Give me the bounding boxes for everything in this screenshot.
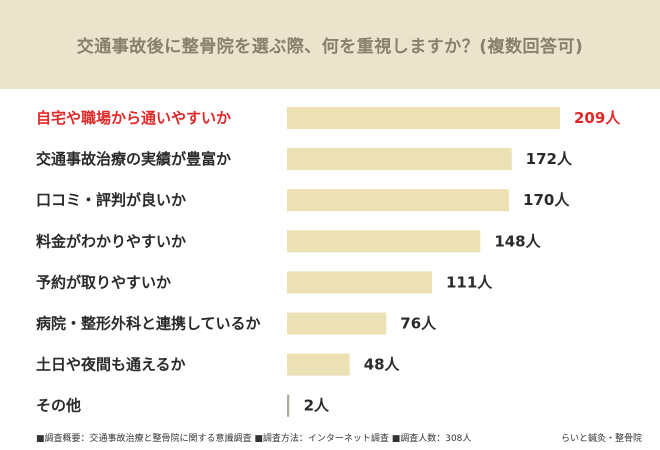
survey-note: ■調査概要：交通事故治療と整骨院に関する意識調査 ■調査方法：インターネット調査… (36, 434, 472, 444)
category-label: 料金がわかりやすいか (36, 232, 186, 250)
value-label: 48人 (364, 356, 401, 374)
bar (287, 230, 481, 253)
value-label: 170人 (523, 191, 570, 209)
category-label: 交通事故治療の実績が豊富か (36, 150, 231, 168)
bar (287, 353, 350, 376)
category-label: 病院・整形外科と連携しているか (36, 315, 261, 333)
category-label: 口コミ・評判が良いか (36, 191, 186, 209)
value-label: 209人 (574, 109, 621, 127)
value-label: 172人 (526, 150, 573, 168)
value-label: 111人 (446, 273, 493, 291)
category-label: 予約が取りやすいか (36, 273, 171, 291)
category-label: その他 (36, 397, 81, 415)
value-label: 148人 (494, 232, 541, 250)
value-label: 76人 (400, 315, 437, 333)
bar (287, 148, 512, 171)
bar (287, 107, 560, 129)
category-label: 自宅や職場から通いやすいか (36, 109, 231, 127)
bar (287, 312, 387, 335)
chart-title: 交通事故後に整骨院を選ぶ際、何を重視しますか？(複数回答可) (76, 37, 584, 57)
bar (287, 189, 510, 212)
baseline-tick (287, 394, 289, 417)
credit-text: らいと鍼灸・整骨院 (560, 434, 642, 444)
title-band: 交通事故後に整骨院を選ぶ際、何を重視しますか？(複数回答可) (0, 0, 660, 89)
value-label: 2人 (304, 397, 330, 415)
footer: ■調査概要：交通事故治療と整骨院に関する意識調査 ■調査方法：インターネット調査… (36, 431, 642, 444)
category-label: 土日や夜間も通えるか (36, 356, 186, 374)
bar (287, 271, 432, 294)
